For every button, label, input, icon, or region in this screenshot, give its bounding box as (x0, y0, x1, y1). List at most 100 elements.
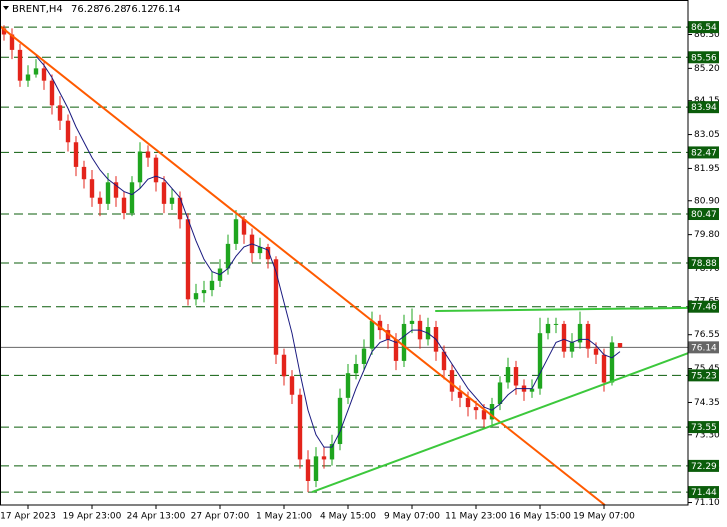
candle-body (49, 80, 55, 106)
y-tick-label: 73.30 (694, 430, 720, 440)
plot-area (0, 25, 688, 505)
y-tick-label: 86.30 (694, 30, 720, 40)
level-label: 72.29 (691, 462, 717, 472)
trendline (311, 352, 688, 494)
candle-body (177, 197, 183, 220)
level-box (688, 21, 719, 34)
candle-body (137, 151, 143, 183)
candle-body (225, 243, 231, 269)
symbol: BRENT,H4 (12, 4, 63, 15)
candle-body (505, 367, 511, 383)
x-tick-label: 4 May 15:00 (320, 512, 376, 522)
candle-body (1, 28, 7, 35)
candle-body (41, 68, 47, 81)
trendline (0, 25, 606, 505)
trendline (435, 306, 688, 313)
candle-body (281, 354, 287, 377)
level-box (688, 208, 719, 221)
candle-body (329, 444, 335, 460)
candle-body (609, 342, 615, 383)
candle-body (57, 105, 63, 121)
candle-body (545, 323, 551, 334)
candle-body (97, 197, 103, 204)
y-tick-label: 81.95 (694, 164, 720, 174)
y-tick-label: 74.35 (694, 398, 720, 408)
candle-body (561, 323, 567, 352)
x-tick-label: 1 May 21:00 (256, 512, 312, 522)
candle-body (473, 407, 479, 411)
level-label: 77.46 (691, 303, 717, 313)
candle-body (273, 259, 279, 355)
y-tick-label: 80.90 (694, 196, 720, 206)
candle-body (537, 333, 543, 389)
y-tick-label: 75.45 (694, 364, 720, 374)
candle-body (169, 197, 175, 204)
x-tick-label: 19 Apr 23:00 (63, 512, 122, 522)
y-tick-label: 85.20 (694, 64, 720, 74)
candle-body (369, 320, 375, 349)
y-tick-label: 83.05 (694, 130, 720, 140)
candle-body (441, 351, 447, 371)
candle-body (401, 323, 407, 361)
candle-body (617, 343, 623, 348)
candle-body (353, 363, 359, 374)
level-label: 71.44 (691, 488, 717, 498)
level-label: 75.23 (691, 371, 717, 381)
candle-body (585, 323, 591, 349)
candle-body (233, 219, 239, 244)
symbol-menu[interactable] (3, 6, 9, 10)
candle-body (9, 34, 15, 50)
candle-body (89, 179, 95, 198)
level-label: 85.56 (691, 53, 717, 63)
candle-body (513, 367, 519, 386)
candle-body (209, 280, 215, 291)
candle-body (481, 410, 487, 420)
candle-body (17, 49, 23, 81)
candle-body (449, 370, 455, 392)
candle-body (121, 197, 127, 214)
y-tick-label: 79.80 (694, 230, 720, 240)
candle-body (377, 320, 383, 331)
candle-body (593, 348, 599, 355)
candle-body (201, 290, 207, 294)
candle-body (193, 293, 199, 300)
candle-body (185, 219, 191, 300)
level-box (688, 486, 719, 499)
x-tick-label: 17 Apr 2023 (0, 512, 56, 522)
y-tick-label: 78.70 (694, 264, 720, 274)
level-box (688, 341, 719, 354)
candle-body (457, 391, 463, 398)
last-high: 76.28 (98, 4, 127, 15)
last-open: 76.28 (71, 4, 100, 15)
x-tick-label: 27 Apr 07:00 (191, 512, 250, 522)
level-box (688, 421, 719, 434)
candle-body (337, 397, 343, 445)
candle-body (313, 456, 319, 481)
level-box (688, 51, 719, 64)
candle-body (161, 182, 167, 204)
candle-body (409, 320, 415, 324)
level-label: 86.54 (691, 23, 717, 33)
candle-body (553, 323, 559, 325)
level-label: 83.94 (691, 103, 717, 113)
axes: 86.3085.2084.1583.0581.9580.9079.8078.70… (0, 21, 720, 522)
candle-body (465, 397, 471, 408)
candle-body (321, 456, 327, 460)
candle-body (489, 404, 495, 420)
x-tick-label: 19 May 07:00 (573, 512, 635, 522)
level-label: 76.14 (691, 343, 717, 353)
level-box (688, 256, 719, 269)
x-tick-label: 11 May 23:00 (445, 512, 507, 522)
x-tick-label: 24 Apr 13:00 (127, 512, 186, 522)
candle-body (145, 151, 151, 158)
candle-body (129, 182, 135, 214)
candle-body (529, 388, 535, 392)
candle-body (25, 74, 31, 81)
candle-body (257, 246, 263, 254)
candle-body (385, 330, 391, 340)
candle-body (105, 182, 111, 204)
candle-body (289, 376, 295, 395)
level-label: 73.55 (691, 423, 717, 433)
